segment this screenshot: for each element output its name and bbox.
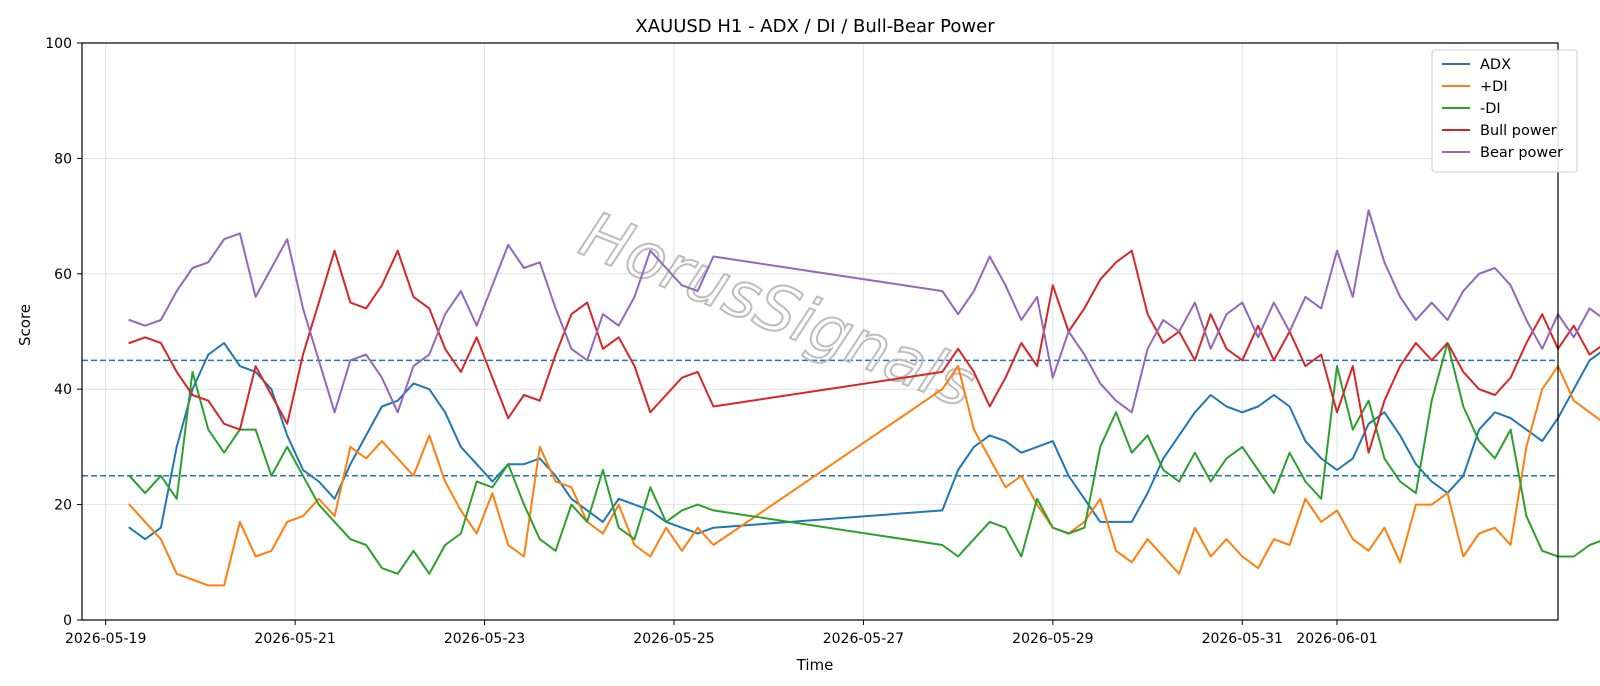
- legend-label-minus-di: -DI: [1480, 101, 1501, 117]
- series-line-bear-power: [128, 209, 1600, 414]
- y-axis-ticks: 0 20 40 60 80 100: [45, 36, 82, 629]
- x-tick-label: 2026-06-01: [1296, 631, 1377, 647]
- chart-title: XAUUSD H1 - ADX / DI / Bull-Bear Power: [635, 16, 995, 37]
- y-tick-label: 0: [63, 613, 72, 629]
- series-line-plus-di: [128, 365, 1600, 587]
- y-tick-label: 20: [54, 498, 72, 514]
- x-axis-title: Time: [796, 656, 834, 674]
- y-tick-label: 100: [45, 36, 72, 52]
- legend-label-bear-power: Bear power: [1480, 145, 1563, 161]
- x-tick-label: 2026-05-31: [1202, 631, 1283, 647]
- y-tick-label: 40: [54, 382, 72, 398]
- y-axis-title: Score: [16, 304, 34, 346]
- x-tick-label: 2026-05-29: [1012, 631, 1093, 647]
- y-tick-label: 80: [54, 151, 72, 167]
- series-line-adx: [128, 342, 1600, 541]
- y-tick-label: 60: [54, 267, 72, 283]
- series-line-minus-di: [128, 342, 1600, 575]
- x-tick-label: 2026-05-21: [254, 631, 335, 647]
- plot-frame: [81, 42, 1559, 621]
- legend-label-plus-di: +DI: [1480, 79, 1508, 95]
- x-tick-label: 2026-05-23: [444, 631, 525, 647]
- x-tick-label: 2026-05-27: [823, 631, 904, 647]
- legend-label-adx: ADX: [1480, 57, 1511, 73]
- x-tick-label: 2026-05-19: [65, 631, 146, 647]
- legend: ADX +DI -DI Bull power Bear power: [1431, 49, 1578, 173]
- x-tick-label: 2026-05-25: [633, 631, 714, 647]
- series-lines: [128, 209, 1600, 587]
- legend-box: [1431, 49, 1578, 173]
- series-line-bull-power: [128, 249, 1600, 454]
- legend-label-bull-power: Bull power: [1480, 123, 1557, 139]
- x-axis-ticks: 2026-05-19 2026-05-21 2026-05-23 2026-05-25…: [65, 620, 1378, 647]
